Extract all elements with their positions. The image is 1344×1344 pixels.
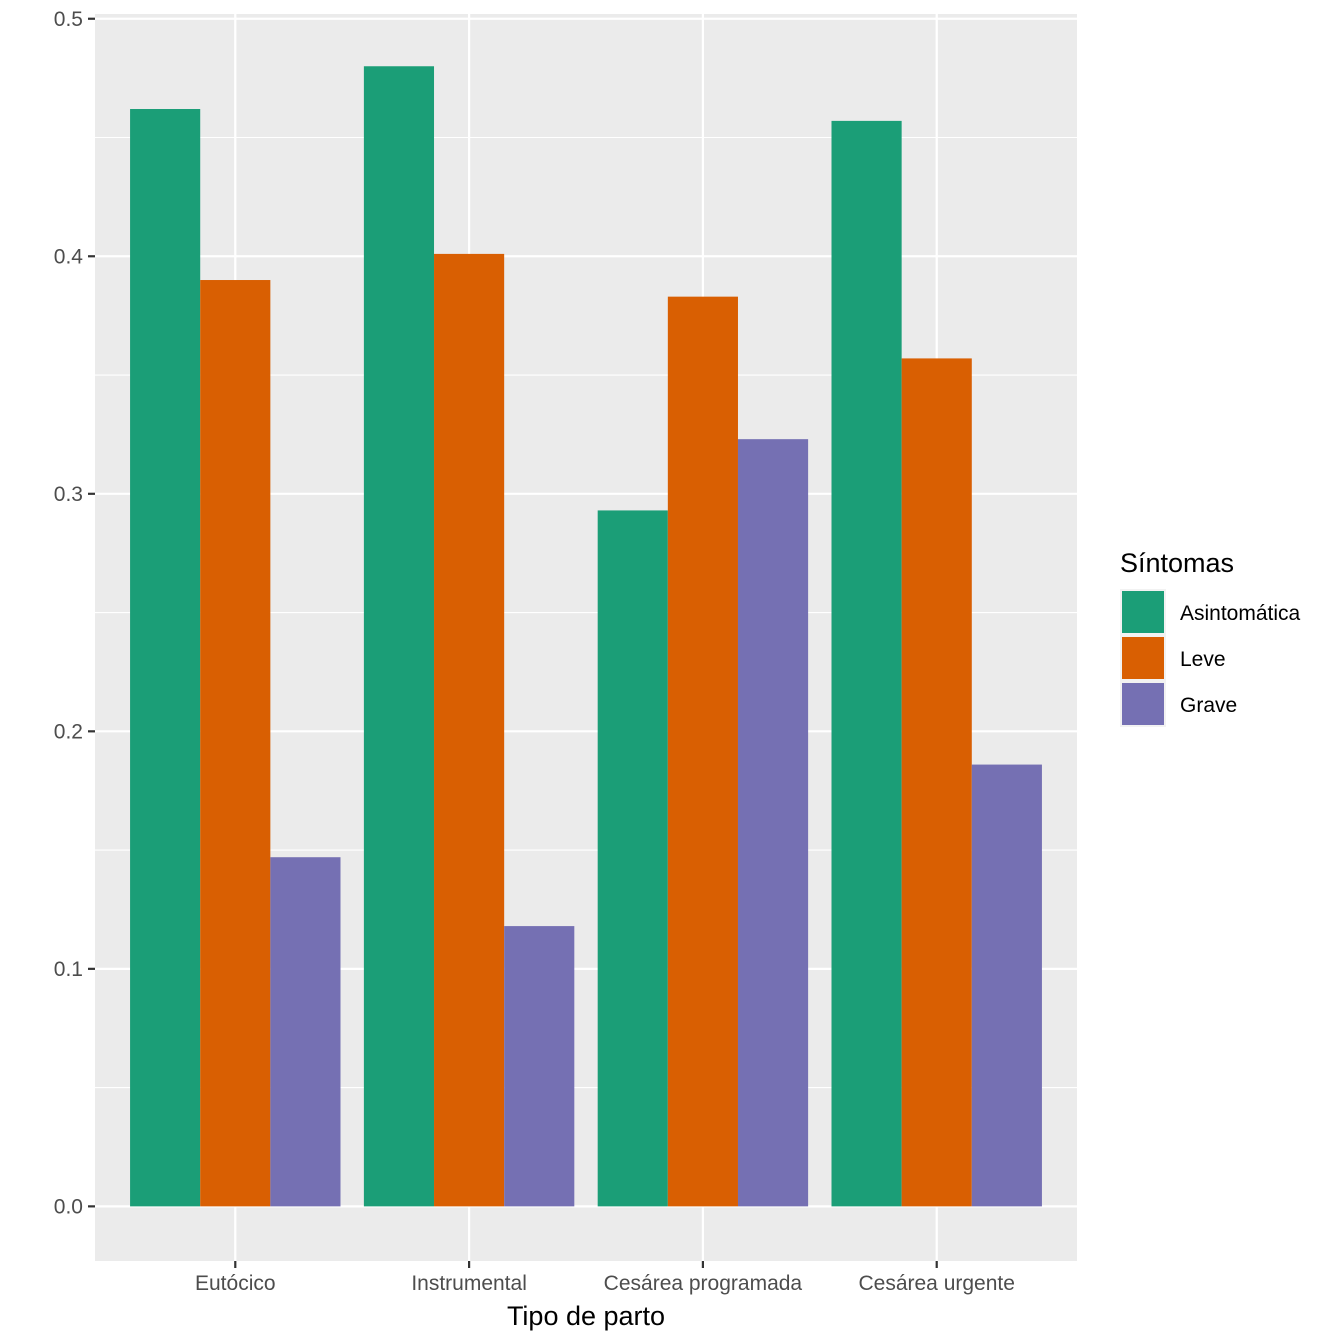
y-tick-label: 0.5 xyxy=(54,8,83,31)
y-tick-label: 0.2 xyxy=(54,720,83,743)
bar xyxy=(130,109,201,1207)
legend: Síntomas Asintomática Leve Grave xyxy=(1120,548,1301,727)
y-tick-label: 0.3 xyxy=(54,483,83,506)
bar xyxy=(737,439,809,1207)
legend-label: Leve xyxy=(1180,648,1226,671)
y-tick-label: 0.0 xyxy=(54,1195,83,1218)
bar xyxy=(200,280,271,1207)
bar xyxy=(597,510,668,1207)
bar xyxy=(270,857,341,1207)
legend-key xyxy=(1122,591,1164,633)
x-axis-title: Tipo de parto xyxy=(507,1301,665,1331)
legend-label: Grave xyxy=(1180,694,1237,717)
bar xyxy=(504,926,575,1207)
legend-key xyxy=(1122,683,1164,725)
y-tick-label: 0.1 xyxy=(54,958,83,981)
x-tick-label: Instrumental xyxy=(411,1272,527,1295)
legend-title: Síntomas xyxy=(1120,548,1234,578)
bar xyxy=(831,120,902,1207)
y-tick-label: 0.4 xyxy=(54,245,84,268)
legend-key xyxy=(1122,637,1164,679)
legend-label: Asintomática xyxy=(1180,602,1301,625)
bar xyxy=(667,296,738,1207)
bar xyxy=(363,66,435,1207)
bar xyxy=(971,764,1042,1207)
x-tick-label: Eutócico xyxy=(195,1272,276,1295)
bar xyxy=(901,358,972,1207)
x-tick-label: Cesárea urgente xyxy=(858,1272,1014,1295)
y-axis: 0.0 0.1 0.2 0.3 0.4 0.5 xyxy=(54,8,95,1218)
bars xyxy=(130,66,1042,1207)
x-tick-label: Cesárea programada xyxy=(604,1272,803,1295)
bar xyxy=(434,253,505,1207)
x-axis: Eutócico Instrumental Cesárea programada Ce… xyxy=(195,1261,1015,1295)
